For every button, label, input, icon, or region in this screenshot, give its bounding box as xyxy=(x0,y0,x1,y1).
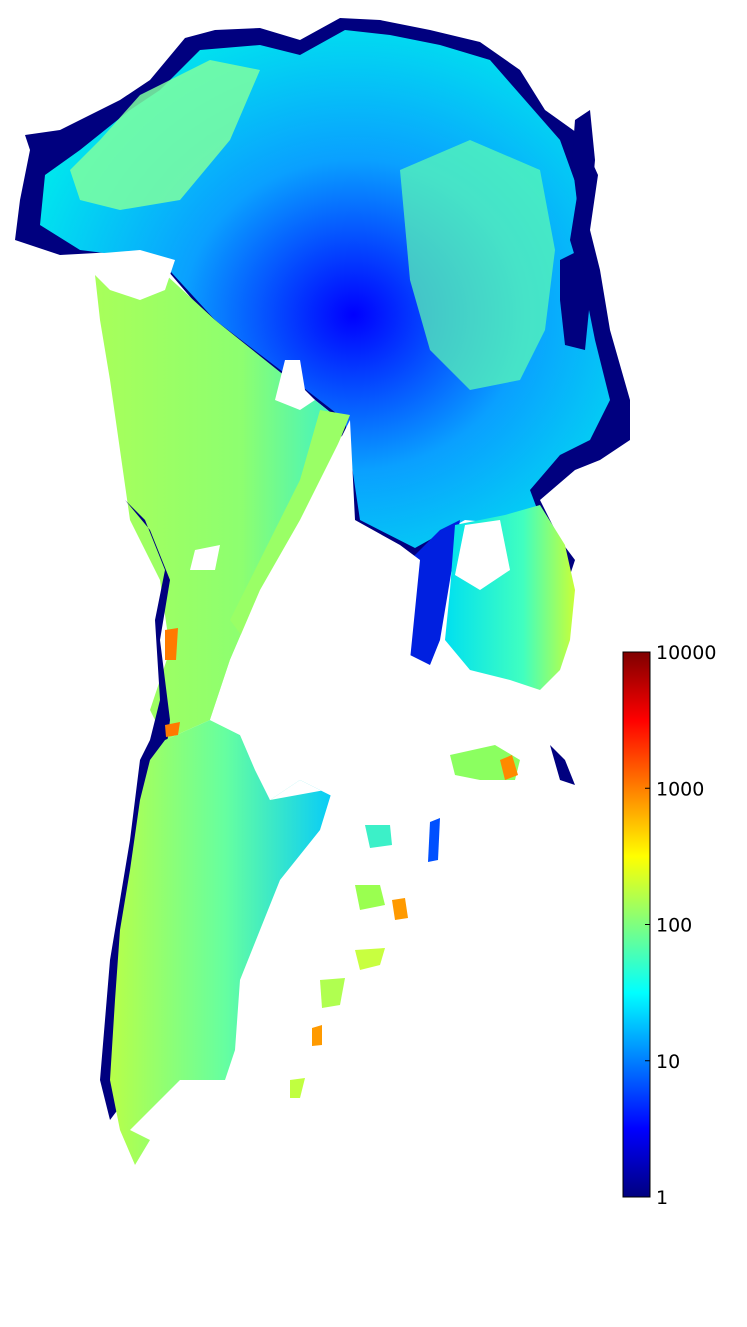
colorbar-tick-label: 10 xyxy=(656,1051,680,1073)
southeast-glacier-6 xyxy=(355,948,385,970)
east-coast-islands xyxy=(560,250,590,350)
south-slope xyxy=(110,720,340,1165)
data-gap-north xyxy=(275,360,315,410)
southeast-glacier-7 xyxy=(320,978,345,1008)
east-glacier-tongue xyxy=(405,520,460,665)
northwest-lobe xyxy=(70,60,260,210)
fast-outlet-1 xyxy=(500,755,518,780)
fast-outlet-3 xyxy=(312,1025,322,1046)
central-strip xyxy=(230,410,350,640)
northeast-lobe xyxy=(400,140,555,390)
east-coast-strip xyxy=(572,110,595,215)
colorbar-tick-label: 10000 xyxy=(656,642,716,664)
data-gap-west xyxy=(190,545,220,570)
fast-outlet-5 xyxy=(165,722,180,737)
colorbar-tick-label: 1 xyxy=(656,1187,668,1209)
data-gap-central xyxy=(210,420,540,800)
southeast-glacier-3 xyxy=(365,825,392,848)
colorbar-tick-label: 100 xyxy=(656,915,692,937)
colorbar-tick-label: 1000 xyxy=(656,778,704,800)
southeast-glacier-5 xyxy=(355,885,385,910)
fast-outlet-2 xyxy=(392,898,408,920)
ice-sheet-map xyxy=(15,18,630,1180)
southeast-glacier-2 xyxy=(550,745,575,785)
west-slope xyxy=(95,260,340,740)
colorbar-ticks: 10000 1000 100 10 1 xyxy=(645,642,716,1209)
data-gap-northwest xyxy=(80,250,175,300)
southeast-glacier-4 xyxy=(428,818,440,862)
colorbar: 10000 1000 100 10 1 xyxy=(622,642,716,1209)
fast-outlet-4 xyxy=(165,628,178,660)
southeast-glacier-8 xyxy=(290,1078,305,1098)
southeast-glacier-1 xyxy=(450,745,520,780)
data-gap-east xyxy=(455,520,510,590)
